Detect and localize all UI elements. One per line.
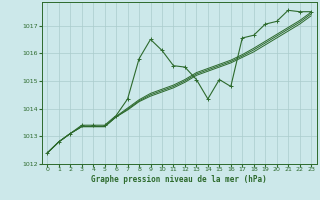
X-axis label: Graphe pression niveau de la mer (hPa): Graphe pression niveau de la mer (hPa) xyxy=(91,175,267,184)
